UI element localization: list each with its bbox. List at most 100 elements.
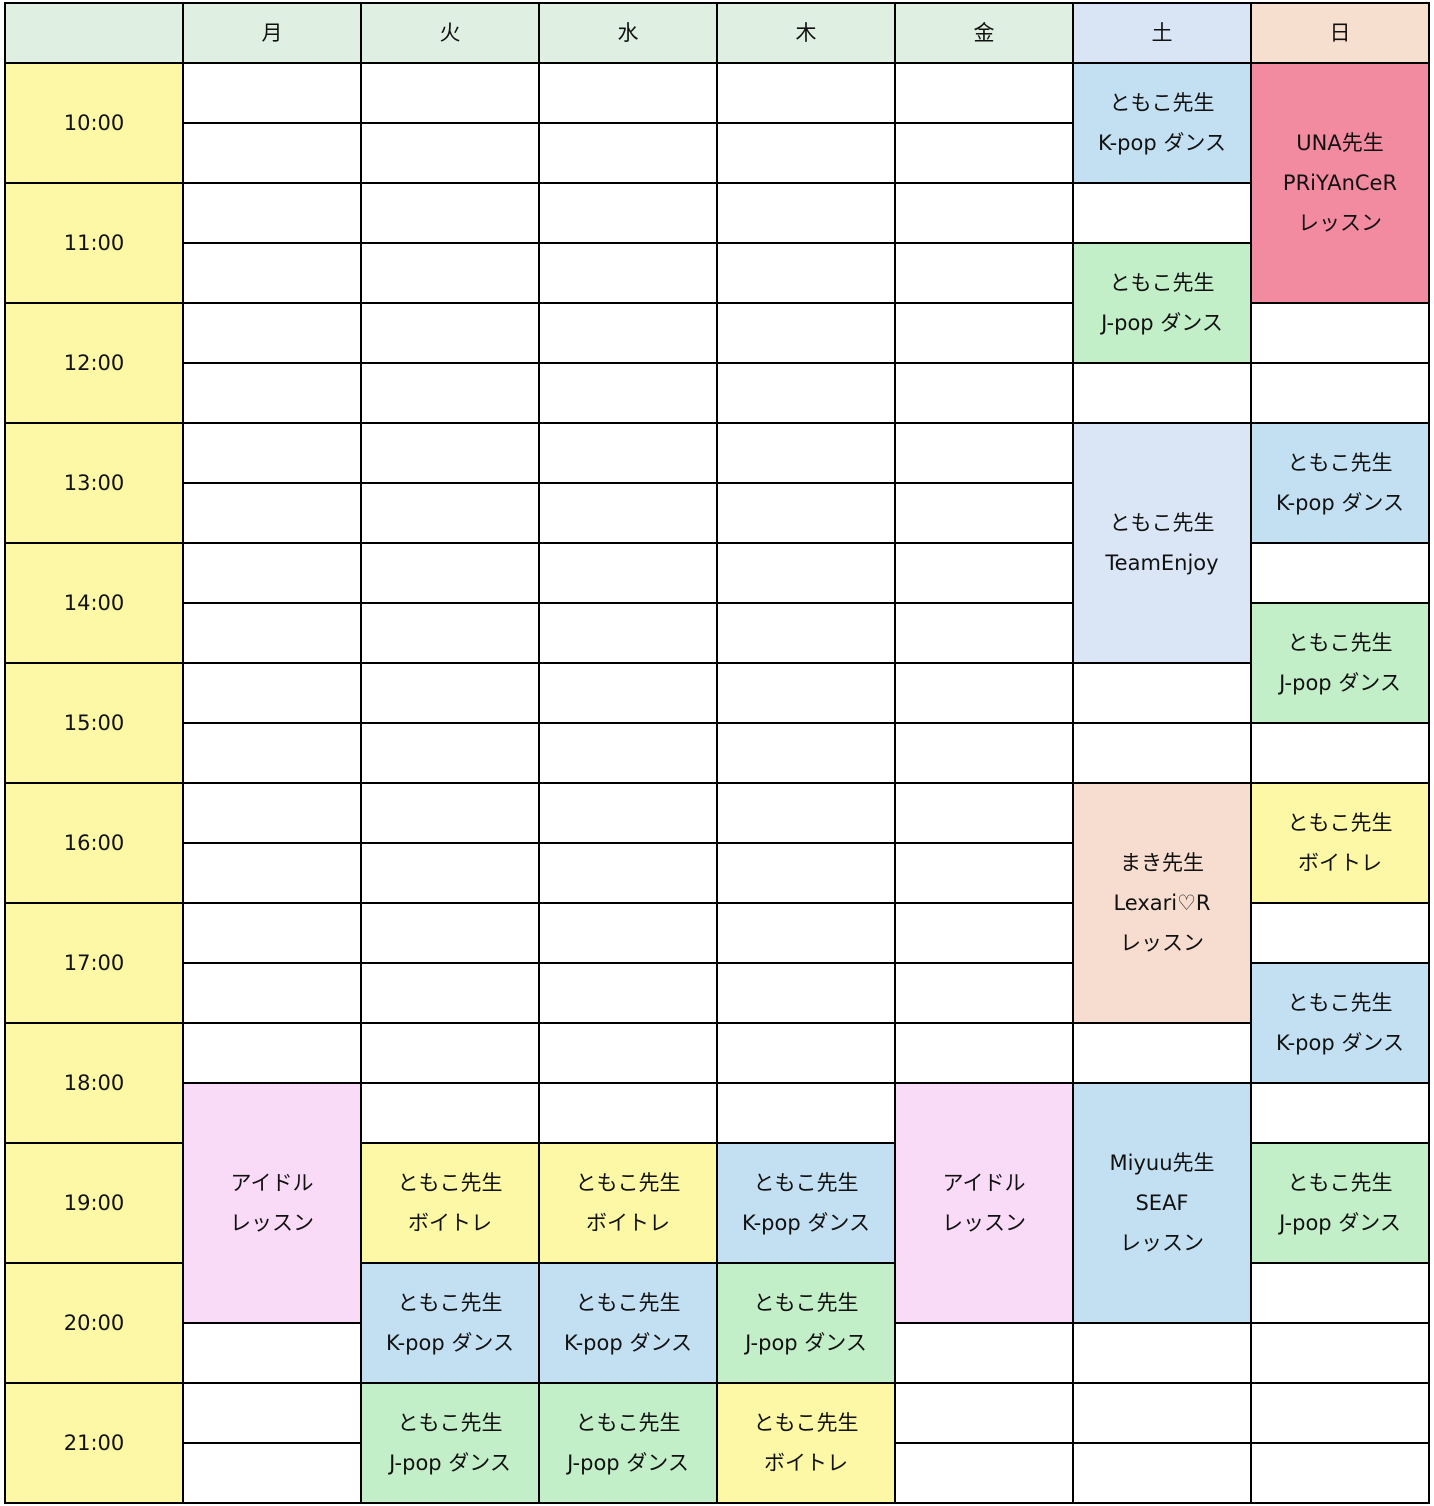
lesson-block[interactable]: ともこ先生 J-pop ダンス: [1250, 602, 1430, 724]
empty-slot[interactable]: [1250, 1082, 1430, 1144]
empty-slot[interactable]: [894, 1442, 1074, 1504]
empty-slot[interactable]: [182, 362, 362, 424]
empty-slot[interactable]: [716, 122, 896, 184]
empty-slot[interactable]: [1250, 1442, 1430, 1504]
empty-slot[interactable]: [182, 722, 362, 784]
empty-slot[interactable]: [538, 62, 718, 124]
empty-slot[interactable]: [538, 422, 718, 484]
empty-slot[interactable]: [1250, 902, 1430, 964]
empty-slot[interactable]: [894, 302, 1074, 364]
empty-slot[interactable]: [538, 302, 718, 364]
empty-slot[interactable]: [360, 1082, 540, 1144]
empty-slot[interactable]: [894, 62, 1074, 124]
empty-slot[interactable]: [360, 302, 540, 364]
lesson-block[interactable]: ともこ先生 J-pop ダンス: [360, 1382, 540, 1504]
empty-slot[interactable]: [538, 1082, 718, 1144]
empty-slot[interactable]: [360, 242, 540, 304]
empty-slot[interactable]: [538, 842, 718, 904]
empty-slot[interactable]: [1072, 1382, 1252, 1444]
empty-slot[interactable]: [1072, 1022, 1252, 1084]
empty-slot[interactable]: [1250, 1262, 1430, 1324]
empty-slot[interactable]: [182, 1322, 362, 1384]
empty-slot[interactable]: [182, 182, 362, 244]
empty-slot[interactable]: [1072, 362, 1252, 424]
lesson-block[interactable]: ともこ先生 K-pop ダンス: [538, 1262, 718, 1384]
empty-slot[interactable]: [182, 482, 362, 544]
empty-slot[interactable]: [360, 662, 540, 724]
lesson-block[interactable]: アイドル レッスン: [894, 1082, 1074, 1324]
lesson-block[interactable]: ともこ先生 J-pop ダンス: [1250, 1142, 1430, 1264]
empty-slot[interactable]: [894, 722, 1074, 784]
empty-slot[interactable]: [538, 362, 718, 424]
empty-slot[interactable]: [716, 1082, 896, 1144]
lesson-block[interactable]: ともこ先生 ボイトレ: [360, 1142, 540, 1264]
empty-slot[interactable]: [716, 482, 896, 544]
empty-slot[interactable]: [182, 902, 362, 964]
empty-slot[interactable]: [538, 962, 718, 1024]
empty-slot[interactable]: [360, 542, 540, 604]
empty-slot[interactable]: [360, 602, 540, 664]
lesson-block[interactable]: UNA先生 PRiYAnCeR レッスン: [1250, 62, 1430, 304]
empty-slot[interactable]: [894, 962, 1074, 1024]
empty-slot[interactable]: [716, 602, 896, 664]
empty-slot[interactable]: [538, 542, 718, 604]
empty-slot[interactable]: [716, 302, 896, 364]
empty-slot[interactable]: [894, 362, 1074, 424]
empty-slot[interactable]: [182, 422, 362, 484]
empty-slot[interactable]: [1072, 182, 1252, 244]
empty-slot[interactable]: [1250, 722, 1430, 784]
empty-slot[interactable]: [894, 782, 1074, 844]
empty-slot[interactable]: [894, 542, 1074, 604]
empty-slot[interactable]: [716, 1022, 896, 1084]
empty-slot[interactable]: [538, 122, 718, 184]
lesson-block[interactable]: ともこ先生 TeamEnjoy: [1072, 422, 1252, 664]
empty-slot[interactable]: [182, 122, 362, 184]
lesson-block[interactable]: ともこ先生 K-pop ダンス: [360, 1262, 540, 1384]
empty-slot[interactable]: [894, 1022, 1074, 1084]
empty-slot[interactable]: [538, 242, 718, 304]
empty-slot[interactable]: [538, 482, 718, 544]
empty-slot[interactable]: [182, 962, 362, 1024]
empty-slot[interactable]: [538, 1022, 718, 1084]
empty-slot[interactable]: [182, 782, 362, 844]
empty-slot[interactable]: [360, 722, 540, 784]
empty-slot[interactable]: [538, 182, 718, 244]
empty-slot[interactable]: [538, 902, 718, 964]
empty-slot[interactable]: [182, 1442, 362, 1504]
empty-slot[interactable]: [716, 962, 896, 1024]
empty-slot[interactable]: [1250, 362, 1430, 424]
empty-slot[interactable]: [716, 182, 896, 244]
empty-slot[interactable]: [1072, 722, 1252, 784]
empty-slot[interactable]: [716, 542, 896, 604]
empty-slot[interactable]: [894, 1322, 1074, 1384]
empty-slot[interactable]: [1250, 1322, 1430, 1384]
empty-slot[interactable]: [716, 422, 896, 484]
lesson-block[interactable]: ともこ先生 J-pop ダンス: [538, 1382, 718, 1504]
empty-slot[interactable]: [716, 722, 896, 784]
empty-slot[interactable]: [538, 602, 718, 664]
empty-slot[interactable]: [894, 1382, 1074, 1444]
empty-slot[interactable]: [716, 362, 896, 424]
lesson-block[interactable]: ともこ先生 ボイトレ: [538, 1142, 718, 1264]
empty-slot[interactable]: [360, 902, 540, 964]
lesson-block[interactable]: ともこ先生 J-pop ダンス: [716, 1262, 896, 1384]
empty-slot[interactable]: [538, 782, 718, 844]
lesson-block[interactable]: ともこ先生 K-pop ダンス: [716, 1142, 896, 1264]
empty-slot[interactable]: [716, 902, 896, 964]
lesson-block[interactable]: ともこ先生 ボイトレ: [716, 1382, 896, 1504]
empty-slot[interactable]: [182, 602, 362, 664]
empty-slot[interactable]: [894, 842, 1074, 904]
lesson-block[interactable]: ともこ先生 K-pop ダンス: [1250, 422, 1430, 544]
empty-slot[interactable]: [1072, 1442, 1252, 1504]
empty-slot[interactable]: [894, 482, 1074, 544]
empty-slot[interactable]: [894, 242, 1074, 304]
empty-slot[interactable]: [360, 482, 540, 544]
empty-slot[interactable]: [360, 842, 540, 904]
empty-slot[interactable]: [360, 422, 540, 484]
empty-slot[interactable]: [1250, 302, 1430, 364]
empty-slot[interactable]: [360, 62, 540, 124]
empty-slot[interactable]: [360, 182, 540, 244]
empty-slot[interactable]: [716, 242, 896, 304]
empty-slot[interactable]: [360, 362, 540, 424]
empty-slot[interactable]: [182, 842, 362, 904]
